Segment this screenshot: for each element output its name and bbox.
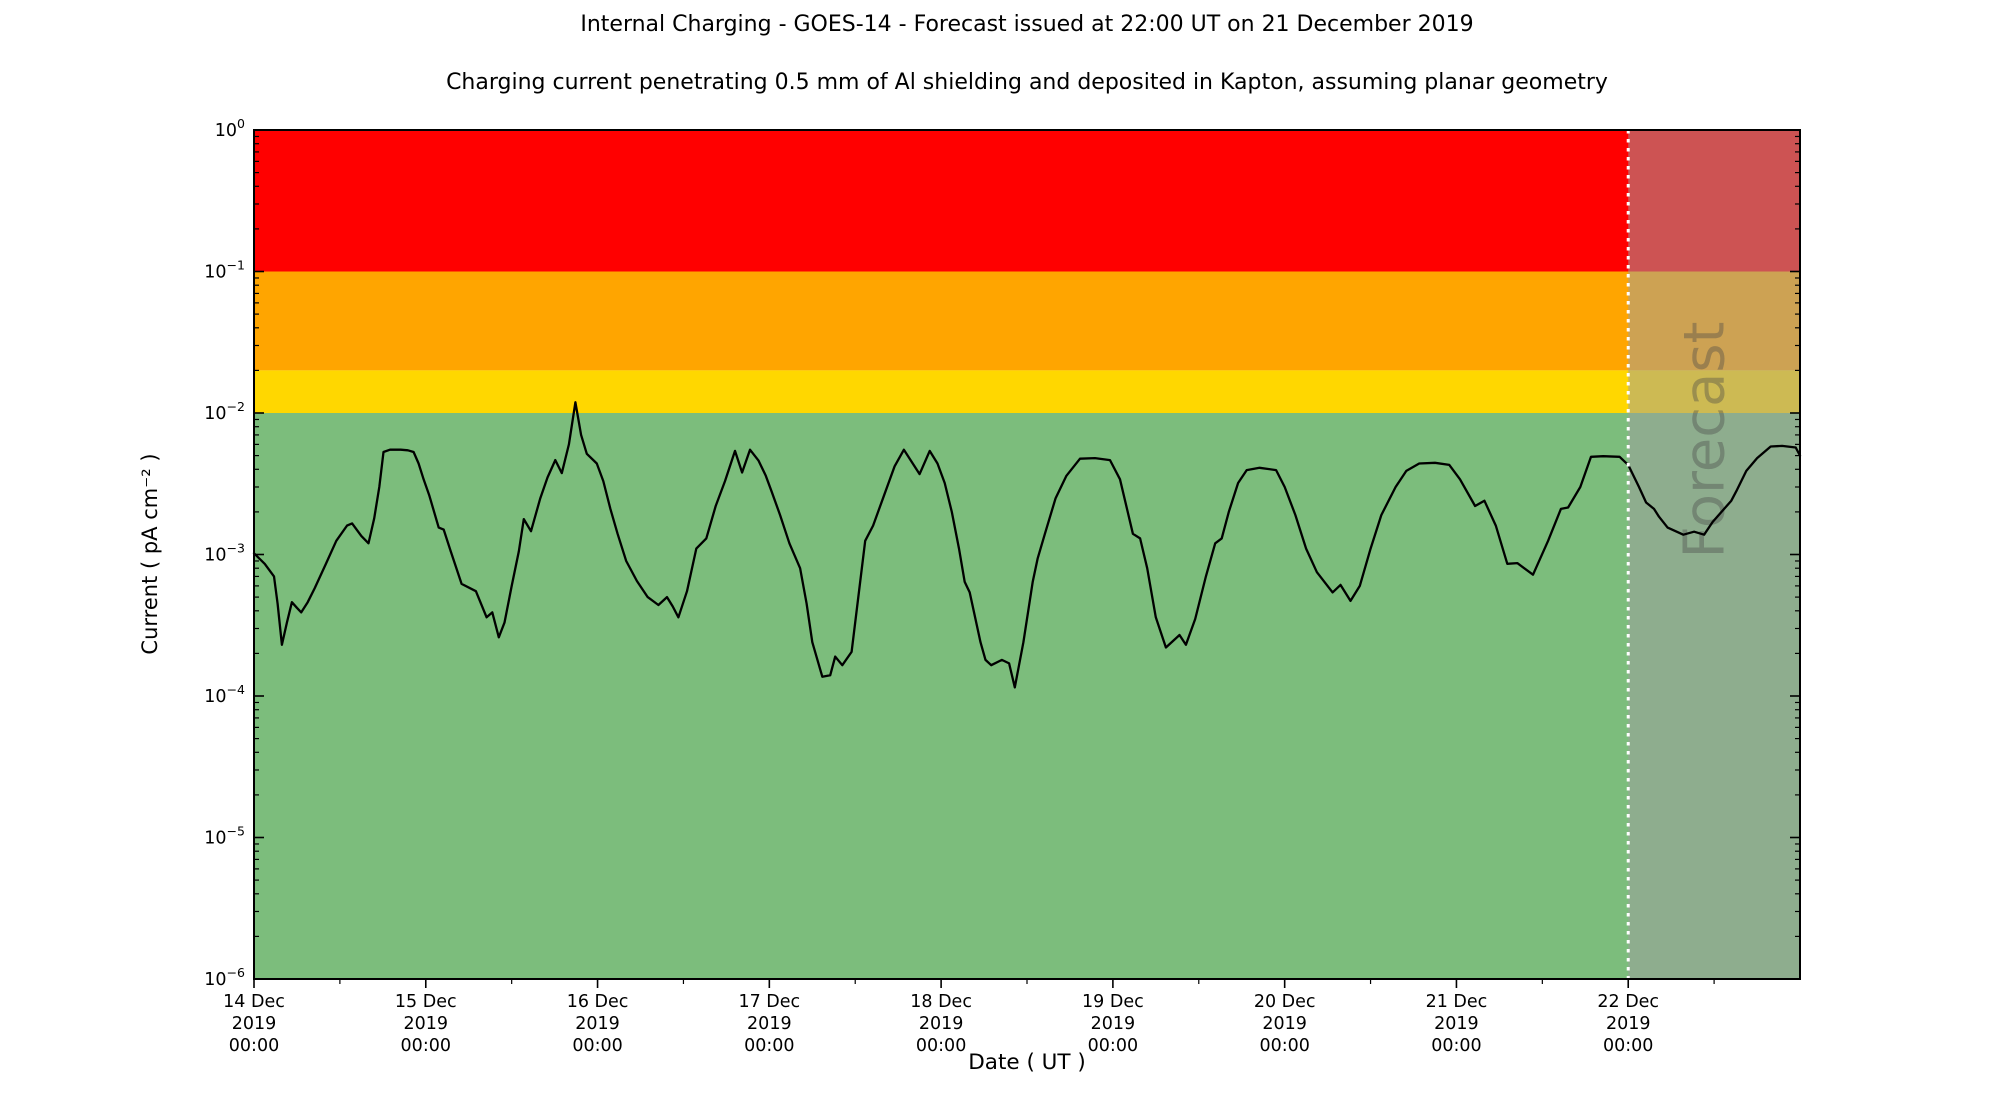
x-axis-tick-label: 2019	[1262, 1014, 1307, 1034]
x-axis-tick-label: 18 Dec	[910, 992, 972, 1012]
x-axis-tick-label: 2019	[919, 1014, 964, 1034]
figure-subtitle: Charging current penetrating 0.5 mm of A…	[446, 70, 1608, 95]
y-axis-tick-label: 10−5	[204, 824, 245, 849]
x-axis-tick-label: 2019	[747, 1014, 792, 1034]
yellow-threshold-band	[254, 370, 1800, 413]
x-axis-tick-label: 2019	[575, 1014, 620, 1034]
x-axis-tick-label: 00:00	[916, 1036, 966, 1056]
x-axis-tick-label: 00:00	[744, 1036, 794, 1056]
x-axis-tick-label: 00:00	[572, 1036, 622, 1056]
green-threshold-band	[254, 413, 1800, 979]
forecast-region-overlay	[1628, 130, 1800, 979]
y-axis-tick-label: 100	[215, 116, 245, 141]
x-axis-tick-label: 22 Dec	[1597, 992, 1659, 1012]
x-axis-label: Date ( UT )	[968, 1050, 1086, 1075]
x-axis-tick-label: 00:00	[401, 1036, 451, 1056]
x-axis-tick-label: 19 Dec	[1082, 992, 1144, 1012]
y-axis-tick-label: 10−6	[204, 965, 245, 990]
x-axis-tick-label: 15 Dec	[395, 992, 457, 1012]
forecast-watermark: Forecast	[1673, 322, 1738, 559]
x-axis-tick-label: 00:00	[1259, 1036, 1309, 1056]
x-axis-tick-label: 2019	[1091, 1014, 1136, 1034]
y-axis-tick-label: 10−2	[204, 399, 245, 424]
x-axis-tick-label: 00:00	[229, 1036, 279, 1056]
x-axis-tick-label: 20 Dec	[1254, 992, 1316, 1012]
x-axis-tick-label: 2019	[232, 1014, 277, 1034]
x-axis-tick-label: 16 Dec	[567, 992, 629, 1012]
red-threshold-band	[254, 130, 1800, 272]
y-axis-tick-label: 10−3	[204, 541, 245, 566]
x-axis-tick-label: 14 Dec	[223, 992, 285, 1012]
y-axis-tick-label: 10−4	[204, 682, 245, 707]
x-axis-tick-label: 00:00	[1088, 1036, 1138, 1056]
x-axis-tick-label: 2019	[1606, 1014, 1651, 1034]
orange-threshold-band	[254, 271, 1800, 371]
charging-current-line	[252, 401, 1802, 689]
y-axis-tick-label: 10−1	[204, 258, 245, 283]
x-axis-tick-label: 2019	[1434, 1014, 1479, 1034]
x-axis-tick-label: 21 Dec	[1426, 992, 1488, 1012]
x-axis-tick-label: 2019	[404, 1014, 449, 1034]
x-axis-tick-label: 17 Dec	[738, 992, 800, 1012]
x-axis-tick-label: 00:00	[1603, 1036, 1653, 1056]
figure-title: Internal Charging - GOES-14 - Forecast i…	[580, 12, 1474, 37]
x-axis-tick-label: 00:00	[1431, 1036, 1481, 1056]
